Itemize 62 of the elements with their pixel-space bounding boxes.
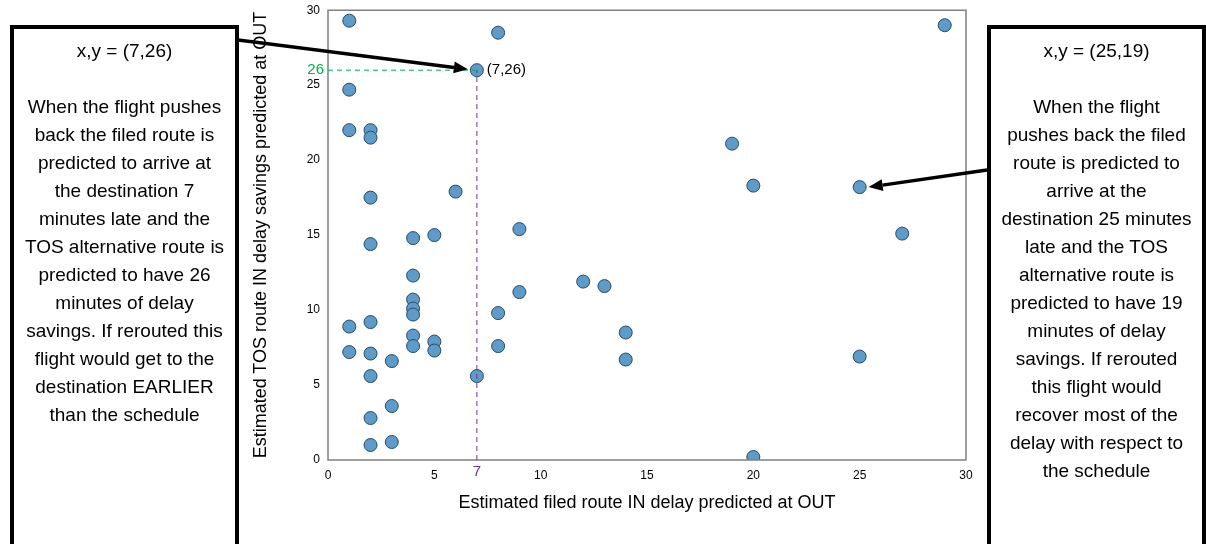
y-tick-label: 25 [306, 77, 321, 92]
point [895, 226, 910, 241]
y-tick-label: 10 [306, 302, 321, 317]
point [469, 63, 484, 78]
point [576, 274, 591, 289]
point [427, 343, 442, 358]
point [363, 346, 378, 361]
point [597, 279, 612, 294]
point [469, 369, 484, 384]
point [406, 231, 421, 246]
point [491, 25, 506, 40]
text: When the flight pushes back the filed route is predicted to arrive at the destination 7 minutes late and the TOS alternative route is predicted to have 26 minutes of delay savings. If rerouted this flight would get to the destination EARLIER than the schedule [24, 96, 225, 425]
point [363, 438, 378, 453]
point [384, 435, 399, 450]
point [342, 82, 357, 97]
point [448, 184, 463, 199]
x-tick-label: 25 [852, 467, 867, 482]
point [363, 130, 378, 145]
point [427, 228, 442, 243]
point [363, 369, 378, 384]
text: When the flight pushes back the filed route is predicted to arrive at the destination 25 minutes late and the TOS alternative route is predicted to have 19 minutes of delay savings. If rerouted this flight would recover most of the delay with respect to the schedule [1001, 96, 1192, 481]
y-tick-label: 5 [313, 377, 321, 392]
point [363, 315, 378, 330]
point [491, 339, 506, 354]
ref-line-label: 7 [472, 461, 482, 479]
text: x,y = (25,19) [1042, 39, 1151, 63]
point [384, 354, 399, 369]
point [363, 237, 378, 252]
x-tick-label: 5 [430, 467, 438, 482]
point [342, 345, 357, 360]
point [406, 307, 421, 322]
point [384, 399, 399, 414]
point [746, 178, 761, 193]
point [406, 268, 421, 283]
point [342, 123, 357, 138]
point [618, 325, 633, 340]
x-tick-label: 30 [959, 467, 973, 482]
annotation: (7,26) [486, 60, 527, 78]
point [852, 180, 867, 195]
x-tick-label: 10 [533, 467, 548, 482]
point [342, 13, 357, 28]
point [491, 306, 506, 321]
point [852, 349, 867, 364]
text: x,y = (7,26) [75, 39, 174, 63]
point [937, 18, 952, 33]
ref-line-label: 26 [307, 60, 324, 78]
y-tick-label: 20 [306, 152, 321, 167]
x-tick-label: 20 [746, 467, 761, 482]
point [363, 190, 378, 205]
point [363, 411, 378, 426]
x-axis-title: Estimated filed route IN delay predicted at OUT [458, 492, 836, 513]
point [406, 339, 421, 354]
y-tick-label: 30 [306, 2, 321, 17]
x-tick-label: 15 [640, 467, 654, 482]
point [512, 222, 527, 237]
y-tick-label: 15 [306, 227, 321, 242]
point [342, 319, 357, 334]
point [618, 352, 633, 367]
point [512, 285, 527, 300]
x-tick-label: 0 [324, 467, 332, 482]
point [725, 136, 740, 151]
y-tick-label: 0 [313, 452, 321, 467]
